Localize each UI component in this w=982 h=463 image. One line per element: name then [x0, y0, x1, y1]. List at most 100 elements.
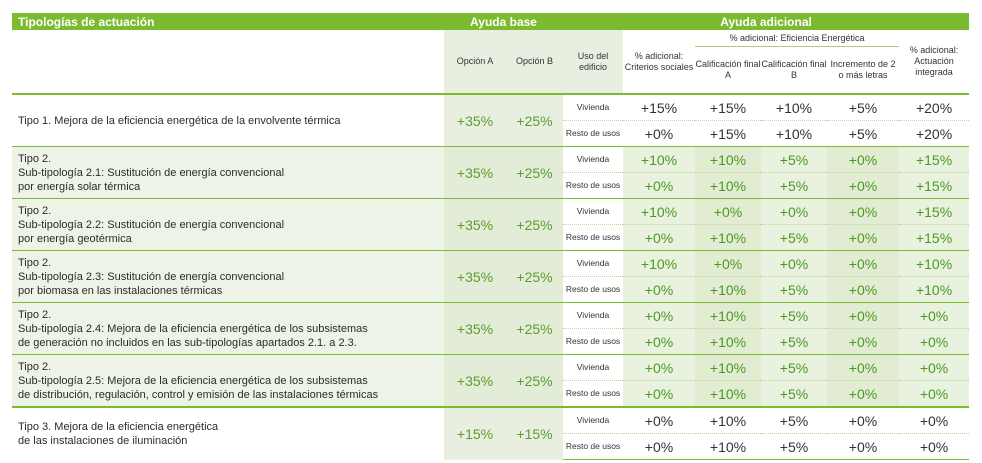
percent-cell: +5%: [761, 172, 828, 199]
row-label-line: Tipo 2.: [18, 308, 52, 321]
subheader-row: Opción A Opción B Uso del edificio % adi…: [12, 30, 969, 94]
col-opcion-b: Opción B: [506, 30, 564, 94]
row-label-line: Sub-tipología 2.3: Sustitución de energí…: [18, 270, 285, 283]
ayuda-base-opcion-a: +35%: [444, 302, 506, 355]
percent-cell: +0%: [623, 120, 696, 147]
percent-cell: +5%: [761, 328, 828, 355]
percent-cell: +0%: [695, 198, 762, 225]
row-label-line: Tipo 2.: [18, 256, 52, 269]
percent-cell: +0%: [827, 433, 900, 460]
percent-cell: +0%: [899, 354, 970, 381]
subsidy-table: Tipologías de actuación Ayuda base Ayuda…: [12, 13, 970, 460]
col-calif-a: Calificación final A: [695, 59, 761, 80]
percent-cell: +0%: [899, 433, 970, 460]
uso-edificio: Resto de usos: [563, 276, 624, 303]
percent-cell: +10%: [695, 276, 762, 303]
row-label: Tipo 2. Sub-tipología 2.1: Sustitución de…: [12, 146, 444, 199]
row-label-line: Tipo 3. Mejora de la eficiencia energéti…: [18, 420, 219, 433]
percent-cell: +0%: [623, 380, 696, 407]
percent-cell: +0%: [827, 224, 900, 251]
percent-cell: +15%: [695, 93, 762, 121]
percent-cell: +5%: [761, 276, 828, 303]
percent-cell: +15%: [899, 198, 970, 225]
percent-cell: +0%: [761, 250, 828, 277]
row-label-line: de distribución, regulación, control y e…: [18, 388, 379, 401]
percent-cell: +10%: [695, 380, 762, 407]
uso-edificio: Vivienda: [563, 406, 624, 434]
uso-edificio: Vivienda: [563, 146, 624, 173]
row-label-line: Tipo 1. Mejora de la eficiencia energéti…: [18, 114, 341, 127]
uso-edificio: Vivienda: [563, 302, 624, 329]
percent-cell: +0%: [623, 354, 696, 381]
uso-edificio: Vivienda: [563, 354, 624, 381]
percent-cell: +20%: [899, 120, 970, 147]
row-label-line: Sub-tipología 2.1: Sustitución de energí…: [18, 166, 285, 179]
percent-cell: +10%: [623, 198, 696, 225]
uso-edificio: Resto de usos: [563, 172, 624, 199]
row-label-line: de las instalaciones de iluminación: [18, 434, 188, 447]
ayuda-base-opcion-a: +35%: [444, 354, 506, 407]
uso-edificio: Resto de usos: [563, 224, 624, 251]
percent-cell: +0%: [827, 146, 900, 173]
row-label-line: por energía geotérmica: [18, 232, 132, 245]
table-row: Tipo 2. Sub-tipología 2.5: Mejora de la e…: [12, 354, 970, 407]
header-row: Tipologías de actuación Ayuda base Ayuda…: [12, 13, 970, 30]
percent-cell: +5%: [761, 302, 828, 329]
percent-cell: +15%: [899, 172, 970, 199]
percent-cell: +10%: [695, 328, 762, 355]
row-label: Tipo 3. Mejora de la eficiencia energéti…: [12, 406, 444, 460]
uso-edificio: Resto de usos: [563, 380, 624, 407]
uso-edificio: Vivienda: [563, 250, 624, 277]
percent-cell: +0%: [827, 276, 900, 303]
table-row: Resto de usos +0% +10% +5% +0% +10%: [12, 276, 970, 303]
percent-cell: +0%: [827, 250, 900, 277]
table-row: Tipo 2. Sub-tipología 2.1: Sustitución de…: [12, 146, 970, 199]
percent-cell: +5%: [761, 224, 828, 251]
ayuda-base-opcion-b: +25%: [506, 146, 564, 199]
col-uso: Uso del edificio: [563, 30, 624, 94]
percent-cell: +0%: [623, 224, 696, 251]
percent-cell: +10%: [761, 120, 828, 147]
percent-cell: +0%: [695, 250, 762, 277]
row-label-line: Tipo 2.: [18, 360, 52, 373]
col-incremento: Incremento de 2 o más letras: [830, 59, 896, 80]
uso-edificio: Resto de usos: [563, 433, 624, 460]
subheader-row-2: Calificación final A Calificación final …: [12, 47, 969, 95]
percent-cell: +10%: [695, 172, 762, 199]
percent-cell: +0%: [623, 406, 696, 434]
percent-cell: +15%: [899, 224, 970, 251]
table-row: Tipo 3. Mejora de la eficiencia energéti…: [12, 406, 970, 460]
uso-edificio: Vivienda: [563, 198, 624, 225]
col-opcion-a: Opción A: [444, 30, 506, 94]
percent-cell: +5%: [761, 380, 828, 407]
percent-cell: +5%: [761, 146, 828, 173]
ayuda-base-opcion-b: +25%: [506, 250, 564, 303]
ayuda-base-opcion-b: +15%: [506, 406, 564, 460]
percent-cell: +0%: [899, 406, 970, 434]
percent-cell: +10%: [623, 250, 696, 277]
percent-cell: +0%: [899, 328, 970, 355]
percent-cell: +10%: [695, 302, 762, 329]
row-label: Tipo 1. Mejora de la eficiencia energéti…: [12, 93, 444, 147]
col-integrada: % adicional: Actuación integrada: [909, 45, 959, 77]
row-label: Tipo 2. Sub-tipología 2.2: Sustitución de…: [12, 198, 444, 251]
percent-cell: +0%: [899, 380, 970, 407]
percent-cell: +10%: [695, 224, 762, 251]
table-row: Resto de usos +0% +10% +5% +0% +15%: [12, 224, 970, 251]
table-row: Tipo 2. Sub-tipología 2.4: Mejora de la e…: [12, 302, 970, 355]
percent-cell: +5%: [761, 406, 828, 434]
row-label: Tipo 2. Sub-tipología 2.3: Sustitución de…: [12, 250, 444, 303]
table-row: Resto de usos +0% +10% +5% +0% +0%: [12, 328, 970, 355]
percent-cell: +10%: [899, 250, 970, 277]
table-row: Resto de usos +0% +10% +5% +0% +0%: [12, 433, 970, 460]
row-label: Tipo 2. Sub-tipología 2.5: Mejora de la e…: [12, 354, 444, 407]
header-ayuda-base: Ayuda base: [444, 13, 564, 30]
ayuda-base-opcion-b: +25%: [506, 302, 564, 355]
col-calif-b: Calificación final B: [761, 59, 827, 80]
uso-edificio: Resto de usos: [563, 328, 624, 355]
percent-cell: +0%: [827, 354, 900, 381]
table-row: Tipo 2. Sub-tipología 2.2: Sustitución de…: [12, 198, 970, 251]
percent-cell: +5%: [827, 120, 900, 147]
ayuda-base-opcion-a: +35%: [444, 146, 506, 199]
col-group-eficiencia: % adicional: Eficiencia Energética: [695, 30, 900, 47]
